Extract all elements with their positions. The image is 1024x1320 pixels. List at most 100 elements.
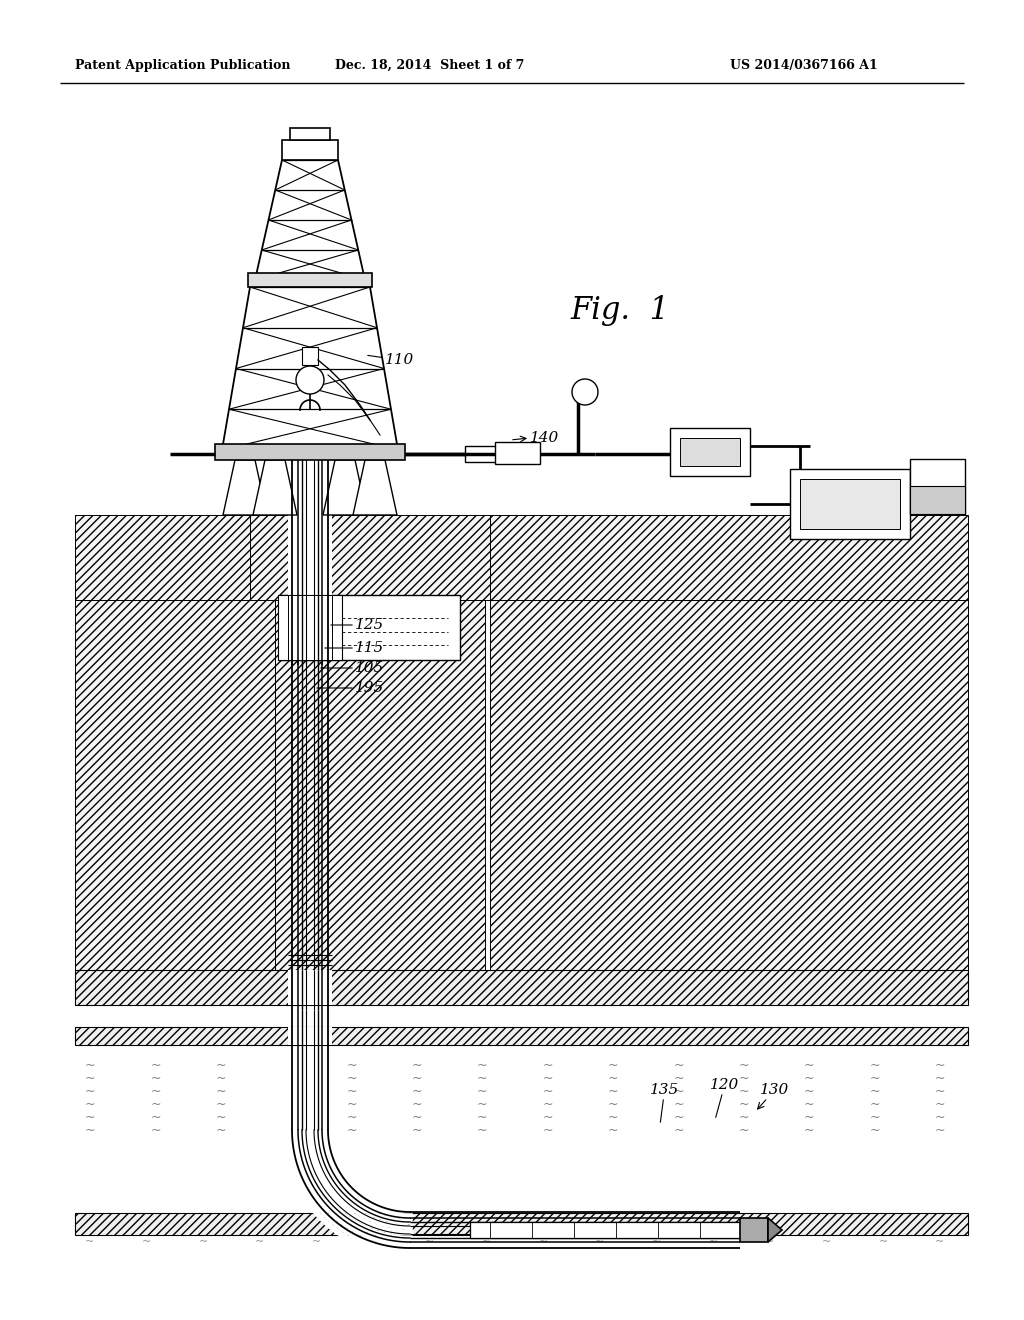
Text: ~: ~	[673, 1110, 684, 1123]
Text: ~: ~	[935, 1237, 944, 1247]
Text: ~: ~	[608, 1072, 618, 1085]
Text: ~: ~	[255, 1237, 264, 1247]
Text: ~: ~	[935, 1072, 945, 1085]
Text: ~: ~	[738, 1085, 750, 1097]
Text: ~: ~	[608, 1059, 618, 1072]
Text: ~: ~	[412, 1097, 422, 1110]
Bar	[288, 595, 332, 660]
Text: ~: ~	[539, 1237, 548, 1247]
Polygon shape	[253, 459, 297, 515]
Text: Patent Application Publication: Patent Application Publication	[75, 58, 291, 71]
Text: ~: ~	[673, 1097, 684, 1110]
Text: ~: ~	[869, 1072, 880, 1085]
Text: ~: ~	[477, 1059, 487, 1072]
Text: ~: ~	[477, 1123, 487, 1137]
Text: ~: ~	[608, 1097, 618, 1110]
Polygon shape	[222, 286, 398, 450]
Text: ~: ~	[412, 1110, 422, 1123]
Text: ~: ~	[543, 1085, 553, 1097]
Text: ~: ~	[151, 1123, 161, 1137]
Text: ~: ~	[879, 1237, 888, 1247]
Bar	[288, 970, 332, 1005]
Bar	[465, 446, 500, 462]
Bar	[470, 1222, 740, 1238]
Text: ~: ~	[595, 1237, 604, 1247]
Text: ~: ~	[738, 1072, 750, 1085]
Text: ~: ~	[151, 1072, 161, 1085]
Text: 115: 115	[325, 642, 384, 655]
Text: ~: ~	[215, 1097, 226, 1110]
Bar	[215, 444, 406, 459]
Text: US 2014/0367166 A1: US 2014/0367166 A1	[730, 58, 878, 71]
Text: ~: ~	[477, 1072, 487, 1085]
Bar	[75, 1027, 968, 1045]
Text: ~: ~	[869, 1097, 880, 1110]
Text: ~: ~	[673, 1072, 684, 1085]
Text: ~: ~	[652, 1237, 662, 1247]
Bar	[740, 1218, 768, 1242]
Text: ~: ~	[412, 1123, 422, 1137]
Polygon shape	[768, 1218, 782, 1242]
Text: ~: ~	[215, 1072, 226, 1085]
Text: 195: 195	[316, 681, 384, 696]
Bar	[800, 479, 900, 529]
Bar	[282, 140, 338, 160]
Text: ~: ~	[935, 1059, 945, 1072]
Text: ~: ~	[477, 1097, 487, 1110]
Text: 110: 110	[368, 352, 415, 367]
Text: ~: ~	[869, 1123, 880, 1137]
Bar	[910, 459, 965, 513]
Text: ~: ~	[804, 1059, 814, 1072]
Text: ~: ~	[412, 1059, 422, 1072]
Text: ~: ~	[869, 1059, 880, 1072]
Text: ~: ~	[412, 1072, 422, 1085]
Text: ~: ~	[199, 1237, 208, 1247]
Text: ~: ~	[346, 1085, 356, 1097]
Text: ~: ~	[85, 1059, 95, 1072]
Text: ~: ~	[804, 1123, 814, 1137]
Text: 140: 140	[530, 432, 559, 445]
Text: ~: ~	[151, 1110, 161, 1123]
Polygon shape	[353, 459, 397, 515]
Text: ~: ~	[935, 1097, 945, 1110]
Text: ~: ~	[543, 1123, 553, 1137]
Text: ~: ~	[425, 1237, 434, 1247]
Bar	[290, 128, 330, 140]
Bar	[910, 486, 965, 513]
Text: ~: ~	[543, 1110, 553, 1123]
Text: ~: ~	[215, 1059, 226, 1072]
Text: Fig.  1: Fig. 1	[570, 294, 669, 326]
Text: ~: ~	[412, 1085, 422, 1097]
Text: ~: ~	[608, 1085, 618, 1097]
Text: ~: ~	[85, 1072, 95, 1085]
Text: ~: ~	[477, 1110, 487, 1123]
Text: ~: ~	[935, 1110, 945, 1123]
Text: 135: 135	[650, 1082, 679, 1122]
Bar	[288, 459, 332, 660]
Text: ~: ~	[369, 1237, 378, 1247]
Text: ~: ~	[346, 1072, 356, 1085]
Bar	[75, 1213, 968, 1236]
Text: ~: ~	[85, 1097, 95, 1110]
Text: ~: ~	[804, 1085, 814, 1097]
Text: 105: 105	[321, 661, 384, 675]
Text: ~: ~	[85, 1123, 95, 1137]
Text: Dec. 18, 2014  Sheet 1 of 7: Dec. 18, 2014 Sheet 1 of 7	[335, 58, 524, 71]
Text: ~: ~	[608, 1123, 618, 1137]
Text: ~: ~	[482, 1237, 492, 1247]
Text: ~: ~	[85, 1085, 95, 1097]
Text: ~: ~	[151, 1097, 161, 1110]
Circle shape	[572, 379, 598, 405]
Text: ~: ~	[673, 1085, 684, 1097]
Circle shape	[296, 366, 324, 393]
Text: ~: ~	[346, 1123, 356, 1137]
Text: ~: ~	[804, 1110, 814, 1123]
Text: ~: ~	[804, 1072, 814, 1085]
Polygon shape	[223, 459, 267, 515]
Text: ~: ~	[346, 1110, 356, 1123]
Text: ~: ~	[673, 1059, 684, 1072]
Text: ~: ~	[738, 1110, 750, 1123]
Bar	[495, 442, 540, 465]
Bar	[248, 273, 372, 286]
Text: ~: ~	[608, 1110, 618, 1123]
